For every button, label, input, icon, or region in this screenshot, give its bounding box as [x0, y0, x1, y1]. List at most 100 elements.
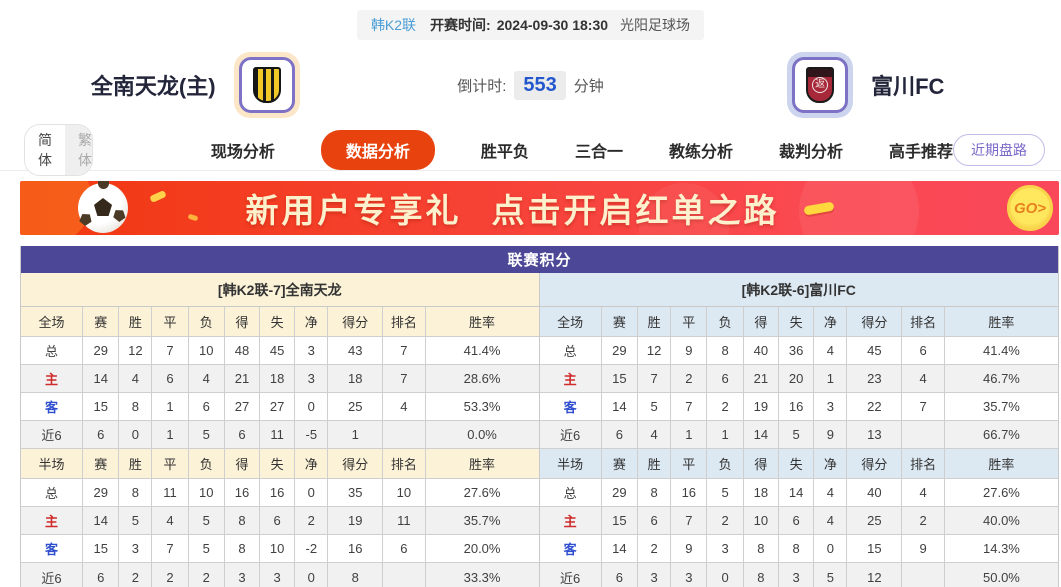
stat-cell: 2: [707, 393, 744, 420]
stat-cell: 40: [744, 337, 779, 364]
stat-cell: 25: [328, 393, 384, 420]
stat-cell: 10: [189, 337, 225, 364]
stat-cell: 1: [671, 421, 708, 448]
away-team-name: 富川FC: [871, 74, 945, 99]
stat-cell: 14: [602, 393, 638, 420]
stat-cell: 8: [744, 563, 779, 587]
stat-cell: 5: [189, 507, 225, 534]
stat-cell: 3: [814, 393, 848, 420]
stat-cell: 8: [328, 563, 384, 587]
stat-cell: 16: [328, 535, 384, 562]
stats-row: 主 15 7 2 6 21 20 1 23 4 46.7%: [539, 365, 1058, 393]
tab-7[interactable]: 高手推荐: [888, 144, 953, 161]
home-shield-icon: [252, 67, 281, 103]
tab-3[interactable]: 胜平负: [480, 144, 529, 161]
column-header: 排名: [902, 449, 945, 478]
column-header: 负: [189, 307, 225, 336]
stat-cell: 6: [902, 337, 945, 364]
tab-6[interactable]: 裁判分析: [778, 144, 843, 161]
stats-tables: 全场赛胜平负得失净得分 排名 胜率总 29 12 7 10 48 45 3 43 7 41.4% 主 14 4…: [21, 307, 1058, 587]
stat-cell: 40: [847, 479, 903, 506]
lang-traditional-button[interactable]: 繁体: [65, 125, 92, 175]
column-header: 负: [189, 449, 225, 478]
stat-cell: 2: [189, 563, 225, 587]
stat-cell: 3: [295, 337, 329, 364]
stat-cell: 5: [119, 507, 153, 534]
column-header: 得: [225, 307, 261, 336]
away-shield-glyph: 返: [812, 77, 829, 93]
stat-cell: 14: [83, 365, 120, 392]
confetti-icon: [187, 213, 199, 222]
stat-cell: 0: [814, 535, 848, 562]
team-subtitles-row: [韩K2联-7]全南天龙 [韩K2联-6]富川FC: [21, 273, 1058, 307]
promo-banner[interactable]: 新用户专享礼 点击开启红单之路 GO>: [20, 181, 1059, 235]
banner-go-button[interactable]: GO>: [1007, 185, 1053, 231]
stat-cell: 3: [225, 563, 261, 587]
stat-cell: 2: [671, 365, 708, 392]
stat-cell: 15: [83, 393, 120, 420]
column-header: 排名: [902, 307, 945, 336]
stat-cell: 4: [814, 479, 848, 506]
stats-row: 主 14 4 6 4 21 18 3 18 7 28.6%: [21, 365, 539, 393]
stat-cell: 16: [260, 479, 296, 506]
banner-title-1: 新用户专享礼: [245, 192, 462, 229]
stat-cell: -5: [295, 421, 329, 448]
row-label: 客: [540, 535, 602, 562]
column-header: 平: [152, 449, 189, 478]
stat-cell: 4: [189, 365, 225, 392]
stat-cell: 5: [814, 563, 848, 587]
stat-cell: 7: [671, 507, 708, 534]
stat-cell: 7: [383, 365, 426, 392]
stat-cell: 48: [225, 337, 261, 364]
stats-row: 总 29 8 16 5 18 14 4 40 4 27.6%: [539, 479, 1058, 507]
column-header: 胜: [638, 307, 672, 336]
row-label: 近6: [21, 421, 84, 448]
stat-cell: 20.0%: [463, 541, 501, 556]
stats-row: 总 29 12 7 10 48 45 3 43 7 41.4%: [21, 337, 539, 365]
stat-cell: 35.7%: [463, 513, 501, 528]
stat-cell: 6: [602, 563, 638, 587]
stat-cell: 18: [328, 365, 384, 392]
stat-cell: 27.6%: [463, 485, 501, 500]
stat-cell: 6: [707, 365, 744, 392]
stat-cell: 15: [602, 365, 638, 392]
tab-5[interactable]: 教练分析: [668, 144, 733, 161]
stats-row: 近6 6 0 1 5 6 11 -5 1 0.0%: [21, 421, 539, 449]
stat-cell: 9: [671, 535, 708, 562]
column-header: 得分: [328, 307, 384, 336]
stat-cell: 11: [383, 507, 426, 534]
stat-cell: 33.3%: [463, 569, 501, 585]
stat-cell: 4: [814, 337, 848, 364]
stat-cell: 27.6%: [983, 485, 1020, 500]
stat-cell: [383, 421, 426, 448]
stat-cell: 8: [744, 535, 779, 562]
tab-4[interactable]: 三合一: [574, 144, 623, 161]
stat-cell: 16: [225, 479, 261, 506]
away-stats-table: 全场赛胜平负得失净得分 排名 胜率总 29 12 9 8 40 36 4 45 6 41.4% 主 15 7 2…: [539, 307, 1058, 587]
recent-odds-button[interactable]: 近期盘路: [953, 134, 1045, 166]
stat-cell: 14.3%: [983, 541, 1020, 556]
tab-2[interactable]: 数据分析: [320, 130, 435, 170]
home-logo-frame: [238, 57, 295, 113]
stat-cell: 18: [744, 479, 779, 506]
stat-cell: 0.0%: [467, 427, 497, 442]
home-table-subtitle: [韩K2联-7]全南天龙: [21, 273, 540, 307]
stat-cell: 5: [707, 479, 744, 506]
stat-cell: 7: [671, 393, 708, 420]
stat-cell: 6: [152, 365, 189, 392]
stat-cell: 2: [152, 563, 189, 587]
row-label: 主: [540, 507, 602, 534]
stats-row: 主 14 5 4 5 8 6 2 19 11 35.7%: [21, 507, 539, 535]
row-label: 总: [540, 479, 602, 506]
stat-cell: 10: [260, 535, 296, 562]
stat-cell: 35: [328, 479, 384, 506]
stat-cell: 0: [295, 393, 329, 420]
home-team-name: 全南天龙(主): [90, 74, 216, 99]
stats-row: 近6 6 2 2 2 3 3 0 8 33.3%: [21, 563, 539, 587]
tab-1[interactable]: 现场分析: [210, 144, 275, 161]
lang-simplified-button[interactable]: 简体: [25, 125, 65, 175]
banner-title-2: 点击开启红单之路: [491, 192, 780, 229]
stat-cell: 1: [152, 421, 189, 448]
stat-cell: 5: [638, 393, 672, 420]
